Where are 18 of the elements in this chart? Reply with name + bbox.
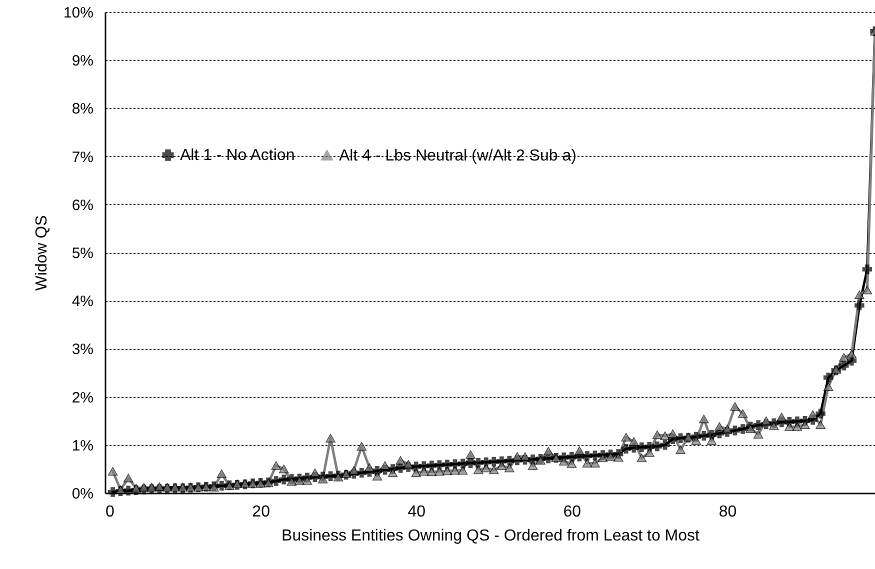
x-tick-label: 0 xyxy=(106,504,114,520)
x-tick-label: 60 xyxy=(563,504,582,520)
y-axis-title: Widow QS xyxy=(33,215,50,291)
y-tick-label: 5% xyxy=(72,245,94,262)
y-tick-label: 8% xyxy=(72,100,94,118)
x-tick-label: 80 xyxy=(718,504,737,520)
x-tick-label: 20 xyxy=(252,504,270,520)
y-tick-label: 1% xyxy=(72,437,94,454)
y-tick-label: 9% xyxy=(72,52,94,70)
y-tick-label: 6% xyxy=(72,196,94,214)
x-tick-label: 40 xyxy=(408,504,426,520)
y-tick-label: 2% xyxy=(72,389,94,406)
x-axis-title: Business Entities Owning QS - Ordered from Least to Most xyxy=(282,528,700,544)
y-tick-label: 4% xyxy=(72,293,94,310)
y-tick-label: 3% xyxy=(72,341,94,358)
y-tick-label: 10% xyxy=(63,4,94,22)
y-tick-label: 0% xyxy=(72,486,94,502)
y-tick-label: 7% xyxy=(72,148,94,166)
